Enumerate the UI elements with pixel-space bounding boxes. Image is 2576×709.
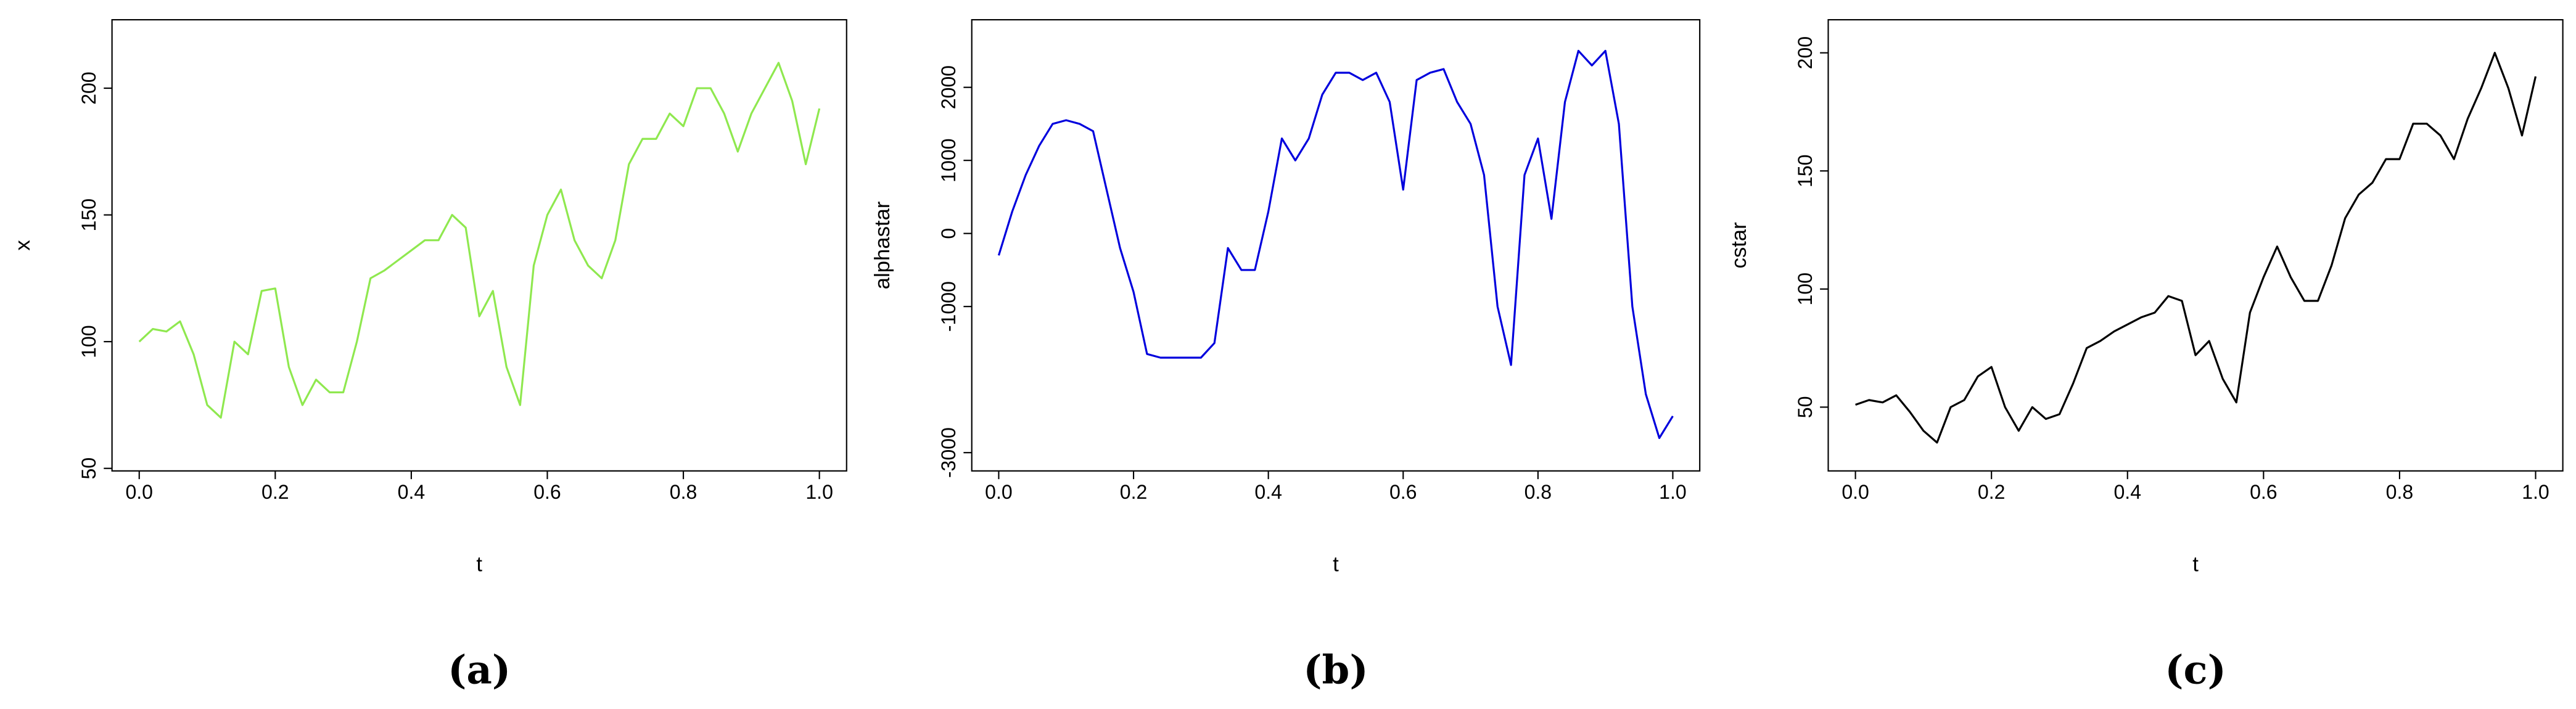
y-tick-label: 50	[1794, 396, 1816, 419]
y-tick-label: 2000	[937, 65, 960, 109]
plot-frame	[971, 18, 1701, 472]
caption: (b)	[1303, 647, 1368, 693]
x-axis-label: t	[1333, 553, 1339, 576]
data-line	[997, 49, 1674, 440]
x-tick-label: 0.0	[125, 481, 153, 503]
y-tick-label: 150	[78, 199, 100, 231]
y-tick-label: -1000	[937, 281, 960, 332]
x-tick-label: 0.2	[261, 481, 289, 503]
data-line	[1855, 52, 2537, 444]
x-tick-label: 0.2	[1978, 481, 2006, 503]
y-tick-label: 100	[78, 325, 100, 358]
x-tick-label: 0.4	[2113, 481, 2141, 503]
plot-frame	[111, 18, 847, 472]
y-tick-label: -3000	[937, 427, 960, 478]
x-axis-label: t	[2192, 553, 2199, 576]
y-axis-label: alphastar	[871, 202, 894, 290]
x-tick-label: 0.6	[533, 481, 561, 503]
y-axis-label: cstar	[1727, 222, 1751, 268]
x-tick-label: 0.0	[1841, 481, 1869, 503]
y-tick-label: 0	[937, 228, 960, 239]
x-tick-label: 1.0	[1659, 481, 1687, 503]
x-tick-label: 1.0	[2522, 481, 2549, 503]
caption: (c)	[2165, 647, 2226, 693]
y-tick-label: 150	[1794, 155, 1816, 187]
x-axis-label: t	[476, 553, 482, 576]
x-tick-label: 0.4	[398, 481, 426, 503]
plot-frame	[1827, 18, 2564, 472]
caption: (a)	[448, 647, 511, 693]
y-tick-label: 1000	[937, 139, 960, 182]
x-tick-label: 1.0	[805, 481, 833, 503]
y-axis-label: x	[11, 240, 35, 250]
y-tick-label: 200	[1794, 36, 1816, 69]
y-tick-label: 100	[1794, 273, 1816, 305]
x-tick-label: 0.4	[1254, 481, 1282, 503]
data-line	[138, 62, 821, 419]
x-tick-label: 0.2	[1120, 481, 1148, 503]
x-tick-label: 0.8	[2386, 481, 2414, 503]
x-tick-label: 0.8	[1525, 481, 1552, 503]
x-tick-label: 0.6	[1389, 481, 1417, 503]
y-tick-label: 50	[78, 457, 100, 480]
x-tick-label: 0.8	[670, 481, 697, 503]
x-tick-label: 0.0	[985, 481, 1013, 503]
x-tick-label: 0.6	[2250, 481, 2278, 503]
y-tick-label: 200	[78, 72, 100, 104]
